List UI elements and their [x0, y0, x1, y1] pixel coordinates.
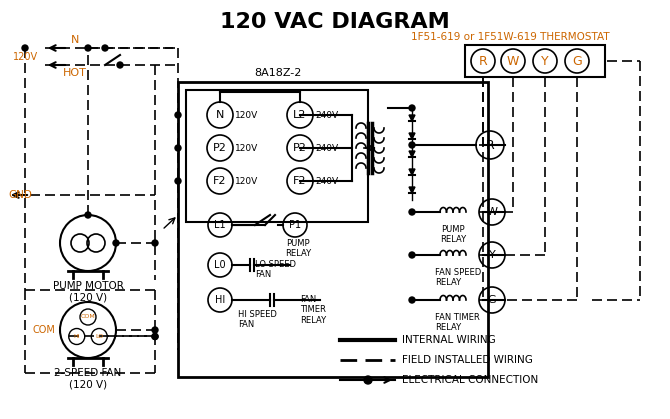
Text: FIELD INSTALLED WIRING: FIELD INSTALLED WIRING: [402, 355, 533, 365]
Text: HI: HI: [215, 295, 225, 305]
Text: INTERNAL WIRING: INTERNAL WIRING: [402, 335, 496, 345]
Text: G: G: [572, 54, 582, 67]
Circle shape: [364, 376, 372, 384]
Bar: [178, 82, 488, 377]
Text: L1: L1: [214, 220, 226, 230]
Text: 120V: 120V: [235, 176, 258, 186]
Circle shape: [117, 62, 123, 68]
Text: P1: P1: [289, 220, 301, 230]
Text: R: R: [478, 54, 487, 67]
Circle shape: [102, 45, 108, 51]
Text: PUMP
RELAY: PUMP RELAY: [285, 239, 311, 259]
Text: P2: P2: [293, 143, 307, 153]
Text: LO SPEED
FAN: LO SPEED FAN: [255, 260, 296, 279]
Circle shape: [409, 252, 415, 258]
Text: HOT: HOT: [63, 68, 87, 78]
Circle shape: [113, 240, 119, 246]
Text: L0: L0: [214, 260, 226, 270]
Circle shape: [152, 334, 158, 339]
Text: HI: HI: [74, 334, 80, 339]
Polygon shape: [409, 169, 415, 175]
Circle shape: [152, 334, 158, 339]
Text: N: N: [216, 110, 224, 120]
Bar: [186, 90, 368, 222]
Text: PUMP MOTOR
(120 V): PUMP MOTOR (120 V): [52, 281, 123, 303]
Circle shape: [85, 45, 91, 51]
Circle shape: [152, 240, 158, 246]
Text: W: W: [486, 207, 498, 217]
Text: 1F51-619 or 1F51W-619 THERMOSTAT: 1F51-619 or 1F51W-619 THERMOSTAT: [411, 32, 609, 42]
Text: P2: P2: [213, 143, 227, 153]
Text: LO: LO: [95, 334, 103, 339]
Text: 240V: 240V: [315, 176, 338, 186]
Text: R: R: [486, 139, 494, 152]
Text: F2: F2: [293, 176, 307, 186]
Circle shape: [409, 209, 415, 215]
Text: W: W: [507, 54, 519, 67]
Text: 240V: 240V: [315, 143, 338, 153]
Text: N: N: [71, 35, 79, 45]
Text: Y: Y: [541, 54, 549, 67]
Polygon shape: [409, 115, 415, 121]
Circle shape: [409, 297, 415, 303]
Text: FAN
TIMER
RELAY: FAN TIMER RELAY: [300, 295, 326, 325]
Text: 240V: 240V: [315, 111, 338, 119]
Text: 120 VAC DIAGRAM: 120 VAC DIAGRAM: [220, 12, 450, 32]
Polygon shape: [409, 187, 415, 193]
Circle shape: [22, 45, 28, 51]
Polygon shape: [409, 151, 415, 157]
Text: F2: F2: [213, 176, 226, 186]
Bar: [465, 45, 605, 77]
Text: L2: L2: [293, 110, 307, 120]
Text: 120V: 120V: [13, 52, 38, 62]
Text: ELECTRICAL CONNECTION: ELECTRICAL CONNECTION: [402, 375, 538, 385]
Text: FAN SPEED
RELAY: FAN SPEED RELAY: [435, 268, 481, 287]
Circle shape: [175, 145, 181, 151]
Text: 8A18Z-2: 8A18Z-2: [255, 68, 302, 78]
Circle shape: [152, 327, 158, 333]
Text: PUMP
RELAY: PUMP RELAY: [440, 225, 466, 244]
Text: COM: COM: [80, 315, 95, 320]
Text: 120V: 120V: [235, 143, 258, 153]
Text: 2-SPEED FAN
(120 V): 2-SPEED FAN (120 V): [54, 368, 122, 390]
Text: HI SPEED
FAN: HI SPEED FAN: [238, 310, 277, 329]
Polygon shape: [409, 133, 415, 139]
Circle shape: [409, 105, 415, 111]
Text: FAN TIMER
RELAY: FAN TIMER RELAY: [435, 313, 480, 332]
Text: COM: COM: [32, 325, 55, 335]
Circle shape: [175, 178, 181, 184]
Text: Y: Y: [488, 250, 495, 260]
Circle shape: [85, 212, 91, 218]
Circle shape: [175, 112, 181, 118]
Text: G: G: [488, 295, 496, 305]
Circle shape: [409, 142, 415, 148]
Text: GND: GND: [8, 190, 32, 200]
Text: 120V: 120V: [235, 111, 258, 119]
